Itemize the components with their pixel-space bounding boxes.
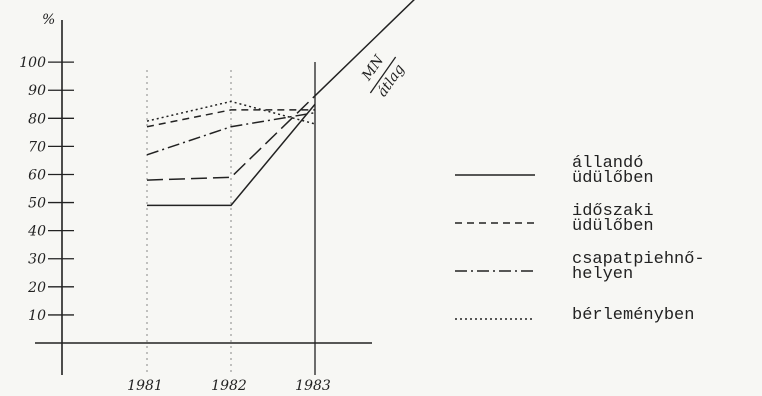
y-tick-label: 60 (28, 167, 46, 183)
y-tick-label: 100 (19, 55, 46, 71)
y-tick-label: 40 (27, 224, 46, 240)
y-tick-label: 50 (28, 196, 46, 212)
series-line (146, 111, 316, 156)
legend-label: állandó (572, 154, 643, 173)
x-tick-label: 1983 (295, 378, 331, 394)
series-line (146, 109, 315, 128)
y-axis-label: % (42, 12, 55, 28)
y-tick-label: 90 (28, 83, 46, 99)
x-tick-label: 1982 (211, 378, 247, 394)
average-extension (314, 0, 415, 97)
average-label-rule (369, 56, 397, 94)
y-tick-label: 20 (27, 280, 46, 296)
legend-label: üdülőben (572, 169, 654, 188)
average-line (146, 95, 316, 181)
legend-label: időszaki (572, 202, 654, 221)
y-tick-label: 30 (28, 252, 46, 268)
legend-label: helyen (572, 265, 633, 284)
legend-label: csapatpiehnő- (572, 250, 705, 269)
y-tick-label: 80 (28, 111, 46, 127)
legend-label: bérleményben (572, 306, 694, 325)
x-tick-label: 1981 (127, 378, 163, 394)
series-line (146, 100, 316, 125)
legend-label: üdülőben (572, 217, 654, 236)
series-line (147, 103, 316, 207)
y-tick-label: 70 (28, 139, 46, 155)
y-tick-label: 10 (28, 308, 46, 324)
